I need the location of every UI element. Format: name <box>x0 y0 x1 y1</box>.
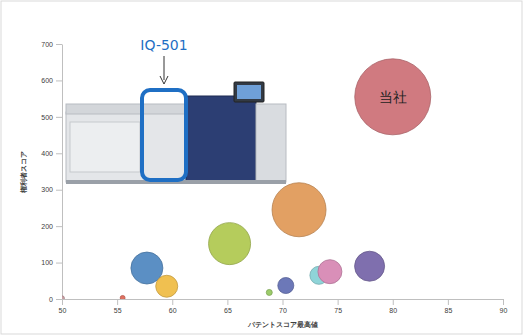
y-tick: 500 <box>41 114 62 121</box>
x-tick: 80 <box>389 299 397 314</box>
x-tick-mark <box>227 299 228 305</box>
bubbles <box>62 59 431 299</box>
y-tick-label: 400 <box>41 150 53 157</box>
bubble <box>278 278 294 294</box>
y-tick: 200 <box>41 223 62 230</box>
y-tick-label: 0 <box>49 296 53 303</box>
illustration-part <box>66 112 186 182</box>
printer-illustration <box>66 82 286 184</box>
x-tick: 55 <box>114 299 122 314</box>
bubble <box>156 275 178 297</box>
bubble <box>209 223 251 265</box>
x-tick-mark <box>448 299 449 305</box>
chart-frame <box>1 1 522 334</box>
x-tick-label: 80 <box>389 307 397 314</box>
x-tick: 50 <box>59 299 67 314</box>
x-tick-mark <box>62 299 63 305</box>
bubble <box>318 260 342 284</box>
y-tick-mark <box>56 80 62 81</box>
y-tick-mark <box>56 44 62 45</box>
bubble <box>355 59 431 135</box>
x-tick-label: 85 <box>444 307 452 314</box>
x-tick-label: 75 <box>334 307 342 314</box>
y-tick-mark <box>56 117 62 118</box>
bubble <box>355 251 385 281</box>
y-axis: 0 100 200 300 400 500 600 700 <box>41 41 62 303</box>
x-tick-mark <box>172 299 173 305</box>
y-tick: 600 <box>41 77 62 84</box>
x-tick-label: 70 <box>279 307 287 314</box>
x-axis-title: パテントスコア最高値 <box>247 320 318 329</box>
chart: 50 55 60 65 70 75 80 85 90 0 100 200 300 400 500 600 700… <box>0 0 523 335</box>
x-tick: 75 <box>334 299 342 314</box>
x-tick-mark <box>117 299 118 305</box>
illustration-part <box>186 96 256 182</box>
bubble <box>120 295 125 299</box>
x-tick: 65 <box>224 299 232 314</box>
x-tick-mark <box>393 299 394 305</box>
y-tick-label: 100 <box>41 259 53 266</box>
x-axis: 50 55 60 65 70 75 80 85 90 <box>59 299 508 314</box>
x-tick: 70 <box>279 299 287 314</box>
x-tick: 85 <box>444 299 452 314</box>
illustration-part <box>234 82 264 102</box>
x-tick-label: 50 <box>59 307 67 314</box>
x-tick-label: 55 <box>114 307 122 314</box>
bubble <box>62 296 64 299</box>
x-tick-label: 90 <box>500 307 508 314</box>
illustration-part <box>70 122 140 172</box>
y-tick-mark <box>56 299 62 300</box>
y-axis-title: 権利者スコア <box>20 151 28 194</box>
plot: 50 55 60 65 70 75 80 85 90 0 100 200 300 400 500 600 700… <box>41 41 507 314</box>
y-tick-label: 500 <box>41 114 53 121</box>
bubble <box>266 289 272 295</box>
x-tick-label: 60 <box>169 307 177 314</box>
y-tick-mark <box>56 226 62 227</box>
y-tick-mark <box>56 263 62 264</box>
x-tick: 90 <box>500 299 508 314</box>
y-tick: 0 <box>49 296 62 303</box>
y-tick: 400 <box>41 150 62 157</box>
x-tick-mark <box>283 299 284 305</box>
y-tick: 700 <box>41 41 62 48</box>
y-tick-label: 300 <box>41 186 53 193</box>
bubble <box>272 183 326 237</box>
x-tick: 60 <box>169 299 177 314</box>
illustration-part <box>66 104 186 114</box>
y-tick-mark <box>56 190 62 191</box>
x-tick-label: 65 <box>224 307 232 314</box>
y-axis-line <box>62 45 63 300</box>
y-tick-label: 600 <box>41 77 53 84</box>
bubble-label: 当社 <box>379 89 407 105</box>
y-tick-label: 700 <box>41 41 53 48</box>
x-tick-mark <box>338 299 339 305</box>
annotation: IQ-501 <box>140 37 187 53</box>
illustration-part <box>237 85 261 99</box>
y-tick-label: 200 <box>41 223 53 230</box>
annotation-arrow <box>164 56 165 80</box>
annotation-arrowhead <box>160 76 168 84</box>
highlight-box <box>142 90 186 180</box>
y-tick-mark <box>56 153 62 154</box>
x-tick-mark <box>503 299 504 305</box>
y-tick: 100 <box>41 259 62 266</box>
illustration-part <box>256 104 286 182</box>
y-tick: 300 <box>41 186 62 193</box>
